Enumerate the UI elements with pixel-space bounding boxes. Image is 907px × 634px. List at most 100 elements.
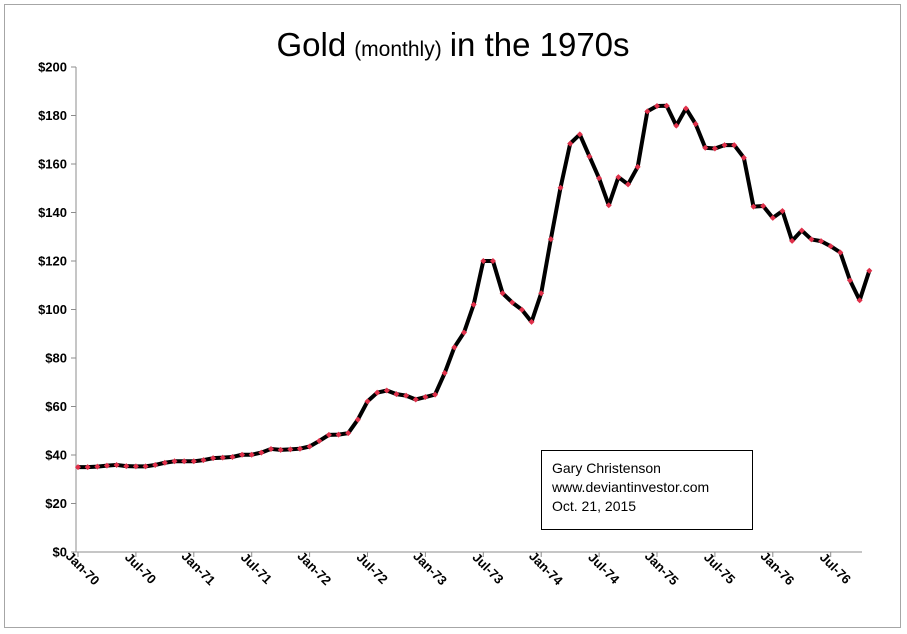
data-point [489, 258, 496, 264]
y-axis-ticks: $0 $20 $40 $60 $80 $100 $120 $140 $160 $180 $200 [38, 60, 76, 560]
data-point [171, 458, 178, 465]
data-point [798, 227, 805, 234]
data-point [470, 301, 477, 308]
data-point [113, 461, 120, 468]
data-point [596, 175, 603, 182]
annotation-author: Gary Christenson [552, 460, 661, 476]
data-point [451, 344, 458, 351]
data-point [200, 457, 207, 464]
data-point [75, 464, 81, 471]
data-point [190, 458, 197, 465]
data-point [827, 243, 834, 250]
data-point [856, 297, 863, 304]
data-point [518, 306, 525, 313]
data-point [576, 131, 583, 138]
data-point [287, 446, 294, 453]
x-tick-label: Jan-72 [294, 548, 334, 588]
data-point [509, 299, 516, 306]
data-point [711, 145, 718, 152]
x-tick-label: Jul-73 [469, 550, 506, 587]
data-point [461, 329, 467, 336]
chart-title-qualifier: (monthly) [354, 38, 442, 61]
chart-title: Gold (monthly) in the 1970s [276, 26, 629, 63]
data-point [296, 445, 303, 452]
data-point [808, 236, 815, 243]
y-tick-label: $200 [38, 60, 67, 75]
data-point [567, 140, 574, 147]
data-point [103, 462, 110, 469]
x-tick-label: Jul-70 [122, 550, 159, 587]
x-tick-label: Jul-72 [354, 550, 391, 587]
data-point [634, 163, 641, 170]
data-point [441, 370, 448, 377]
data-point [605, 202, 612, 209]
data-point [615, 174, 622, 181]
data-point [789, 237, 796, 244]
y-tick-label: $120 [38, 254, 67, 269]
y-tick-label: $0 [53, 545, 67, 560]
y-tick-label: $20 [45, 496, 67, 511]
data-point [557, 184, 564, 191]
data-point [219, 454, 226, 461]
data-point [760, 202, 767, 209]
data-point [325, 431, 332, 438]
data-point [412, 396, 419, 403]
data-point [152, 461, 159, 468]
data-point [422, 394, 429, 401]
data-point [702, 144, 709, 151]
data-point [354, 416, 361, 423]
data-point [393, 391, 400, 398]
data-point [239, 451, 246, 458]
data-point [586, 153, 593, 160]
data-point [432, 391, 439, 398]
x-tick-label: Jul-71 [238, 550, 275, 587]
data-point [866, 267, 873, 274]
data-point [528, 318, 535, 325]
data-point [818, 238, 825, 245]
data-point [692, 120, 699, 127]
y-tick-label: $140 [38, 205, 67, 220]
data-point [403, 392, 410, 399]
data-point [750, 203, 757, 210]
data-point [335, 431, 342, 438]
data-point [181, 458, 188, 465]
x-tick-label: Jan-75 [642, 548, 682, 588]
data-point [673, 122, 680, 129]
data-point [731, 142, 738, 149]
data-point [644, 108, 651, 115]
data-point [383, 387, 390, 394]
data-point [316, 437, 323, 444]
data-point [268, 445, 274, 452]
data-point [306, 443, 313, 450]
data-point [161, 459, 168, 466]
y-tick-label: $80 [45, 351, 67, 366]
y-tick-label: $40 [45, 448, 67, 463]
data-point [654, 103, 660, 110]
x-axis-ticks: Jan-70 Jul-70 Jan-71 Jul-71 Jan-72 Jul-72 Jan-… [63, 548, 854, 588]
data-point [499, 290, 506, 297]
annotation-website: www.deviantinvestor.com [552, 479, 710, 495]
data-point [538, 290, 545, 297]
x-tick-label: Jan-76 [758, 548, 798, 588]
x-tick-label: Jan-70 [63, 548, 103, 588]
series-line-gold [76, 103, 872, 470]
data-point [94, 463, 101, 470]
data-point [210, 455, 217, 462]
x-tick-label: Jul-76 [817, 550, 854, 587]
data-point [769, 214, 776, 221]
chart-title-main: Gold [276, 26, 346, 63]
data-point [364, 398, 371, 405]
x-tick-label: Jan-73 [410, 548, 450, 588]
data-point [248, 451, 255, 458]
data-point [345, 430, 352, 437]
source-annotation-box: Gary Christenson www.deviantinvestor.com… [541, 450, 753, 530]
y-tick-label: $100 [38, 302, 67, 317]
data-point [547, 236, 554, 243]
data-point [740, 154, 747, 161]
data-point [682, 105, 689, 112]
data-point [229, 453, 236, 460]
x-tick-label: Jan-74 [526, 548, 566, 588]
x-tick-label: Jul-74 [585, 550, 623, 588]
data-point [837, 249, 844, 256]
